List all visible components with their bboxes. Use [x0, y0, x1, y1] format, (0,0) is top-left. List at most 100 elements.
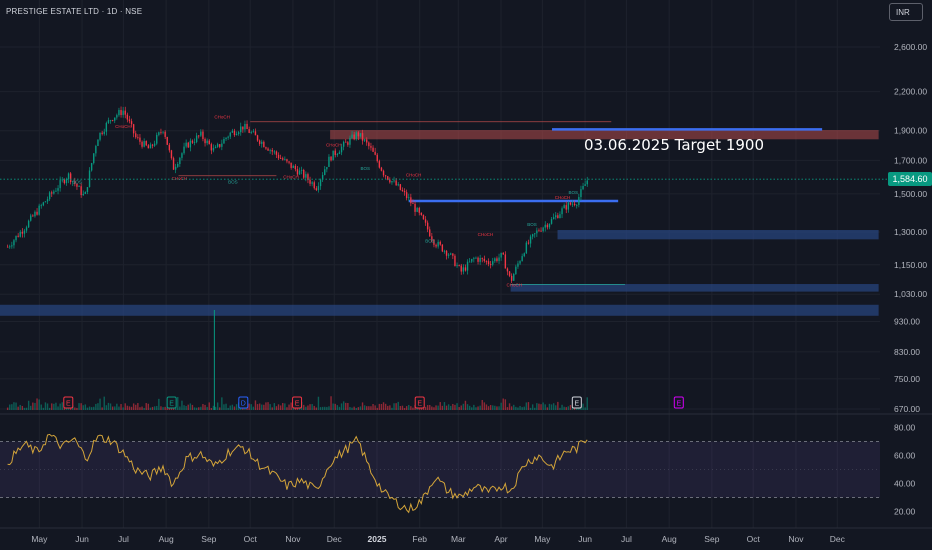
price-axis-label: 1,500.00	[894, 189, 927, 199]
candle	[370, 146, 372, 148]
candle	[72, 181, 74, 183]
candle	[153, 143, 156, 146]
volume-bar	[74, 407, 76, 410]
candle	[135, 133, 137, 138]
candle	[212, 148, 215, 151]
candle	[525, 242, 528, 254]
candle	[84, 191, 87, 194]
earnings-marker	[571, 396, 582, 409]
volume-bar	[510, 406, 513, 410]
volume-bar	[447, 404, 450, 410]
candle	[128, 119, 131, 122]
candle	[502, 252, 504, 255]
candle	[544, 224, 546, 228]
candle	[586, 180, 588, 185]
candle	[206, 140, 208, 144]
candle	[19, 231, 21, 237]
candle	[326, 166, 328, 170]
candle	[349, 137, 351, 145]
volume-bar	[466, 404, 469, 410]
candle	[372, 147, 374, 152]
volume-bar	[139, 407, 141, 410]
candle	[374, 151, 376, 155]
volume-bar	[151, 406, 154, 410]
candle	[324, 169, 326, 176]
candle	[559, 214, 561, 219]
candle	[389, 179, 391, 183]
volume-bar	[30, 405, 32, 410]
volume-bar	[53, 403, 55, 410]
volume-bar	[277, 404, 280, 410]
candle	[534, 233, 536, 235]
candle	[361, 133, 364, 141]
price-axis-label: 1,300.00	[894, 227, 927, 237]
candle	[384, 175, 387, 177]
price-axis-label: 1,700.00	[894, 155, 927, 165]
volume-bar	[160, 406, 162, 410]
time-axis-label: Sep	[201, 534, 216, 544]
candle	[290, 162, 292, 168]
candle	[565, 205, 567, 210]
candle	[162, 131, 164, 133]
volume-bar	[177, 397, 179, 410]
currency-button[interactable]: INR	[889, 3, 923, 21]
candle	[393, 180, 395, 182]
volume-bar	[36, 398, 38, 410]
candle	[363, 139, 366, 141]
volume-bar	[156, 405, 158, 410]
candle	[256, 135, 259, 141]
volume-bar	[208, 402, 210, 410]
candle	[46, 199, 49, 202]
candle	[80, 186, 82, 196]
smc-label: BOS	[72, 179, 82, 184]
candle	[273, 151, 276, 153]
rsi-axis-label: 60.00	[894, 451, 916, 461]
candle	[156, 134, 158, 144]
candle	[508, 271, 511, 276]
candle	[496, 258, 498, 261]
volume-bar	[61, 402, 63, 410]
volume-bar	[195, 407, 198, 410]
volume-bar	[225, 403, 227, 410]
candle	[311, 182, 313, 184]
volume-bar	[366, 406, 368, 410]
volume-bar	[534, 407, 536, 410]
volume-bar	[187, 404, 189, 410]
earnings-marker-label: E	[676, 401, 681, 408]
volume-bar	[9, 404, 11, 410]
earnings-marker	[63, 396, 74, 409]
volume-bar	[550, 404, 553, 410]
price-axis-label: 1,030.00	[894, 289, 927, 299]
volume-bar	[97, 403, 99, 410]
volume-bar	[21, 405, 24, 410]
candle	[517, 263, 519, 267]
volume-bar	[521, 407, 523, 410]
candle	[275, 151, 278, 155]
volume-bar	[439, 402, 441, 410]
candle	[181, 153, 183, 158]
candle	[519, 261, 521, 264]
volume-bar	[25, 407, 28, 410]
volume-bar	[248, 403, 250, 410]
volume-bar	[441, 405, 444, 410]
candle	[93, 153, 95, 164]
volume-bar	[40, 404, 42, 410]
volume-bar	[435, 405, 437, 410]
volume-bar	[502, 398, 504, 410]
candle	[342, 141, 345, 147]
volume-bar	[324, 406, 326, 410]
candle	[531, 234, 534, 237]
volume-bar	[410, 406, 412, 410]
price-axis-label: 750.00	[894, 374, 920, 384]
candle	[223, 138, 225, 144]
smc-label: BOS	[360, 166, 370, 171]
volume-bar	[506, 407, 509, 410]
volume-bar	[460, 405, 462, 410]
candle	[378, 161, 381, 168]
earnings-marker	[238, 396, 249, 409]
candle	[418, 207, 420, 213]
volume-bar	[563, 406, 565, 410]
earnings-marker-label: E	[574, 401, 579, 408]
volume-bar	[485, 404, 488, 410]
